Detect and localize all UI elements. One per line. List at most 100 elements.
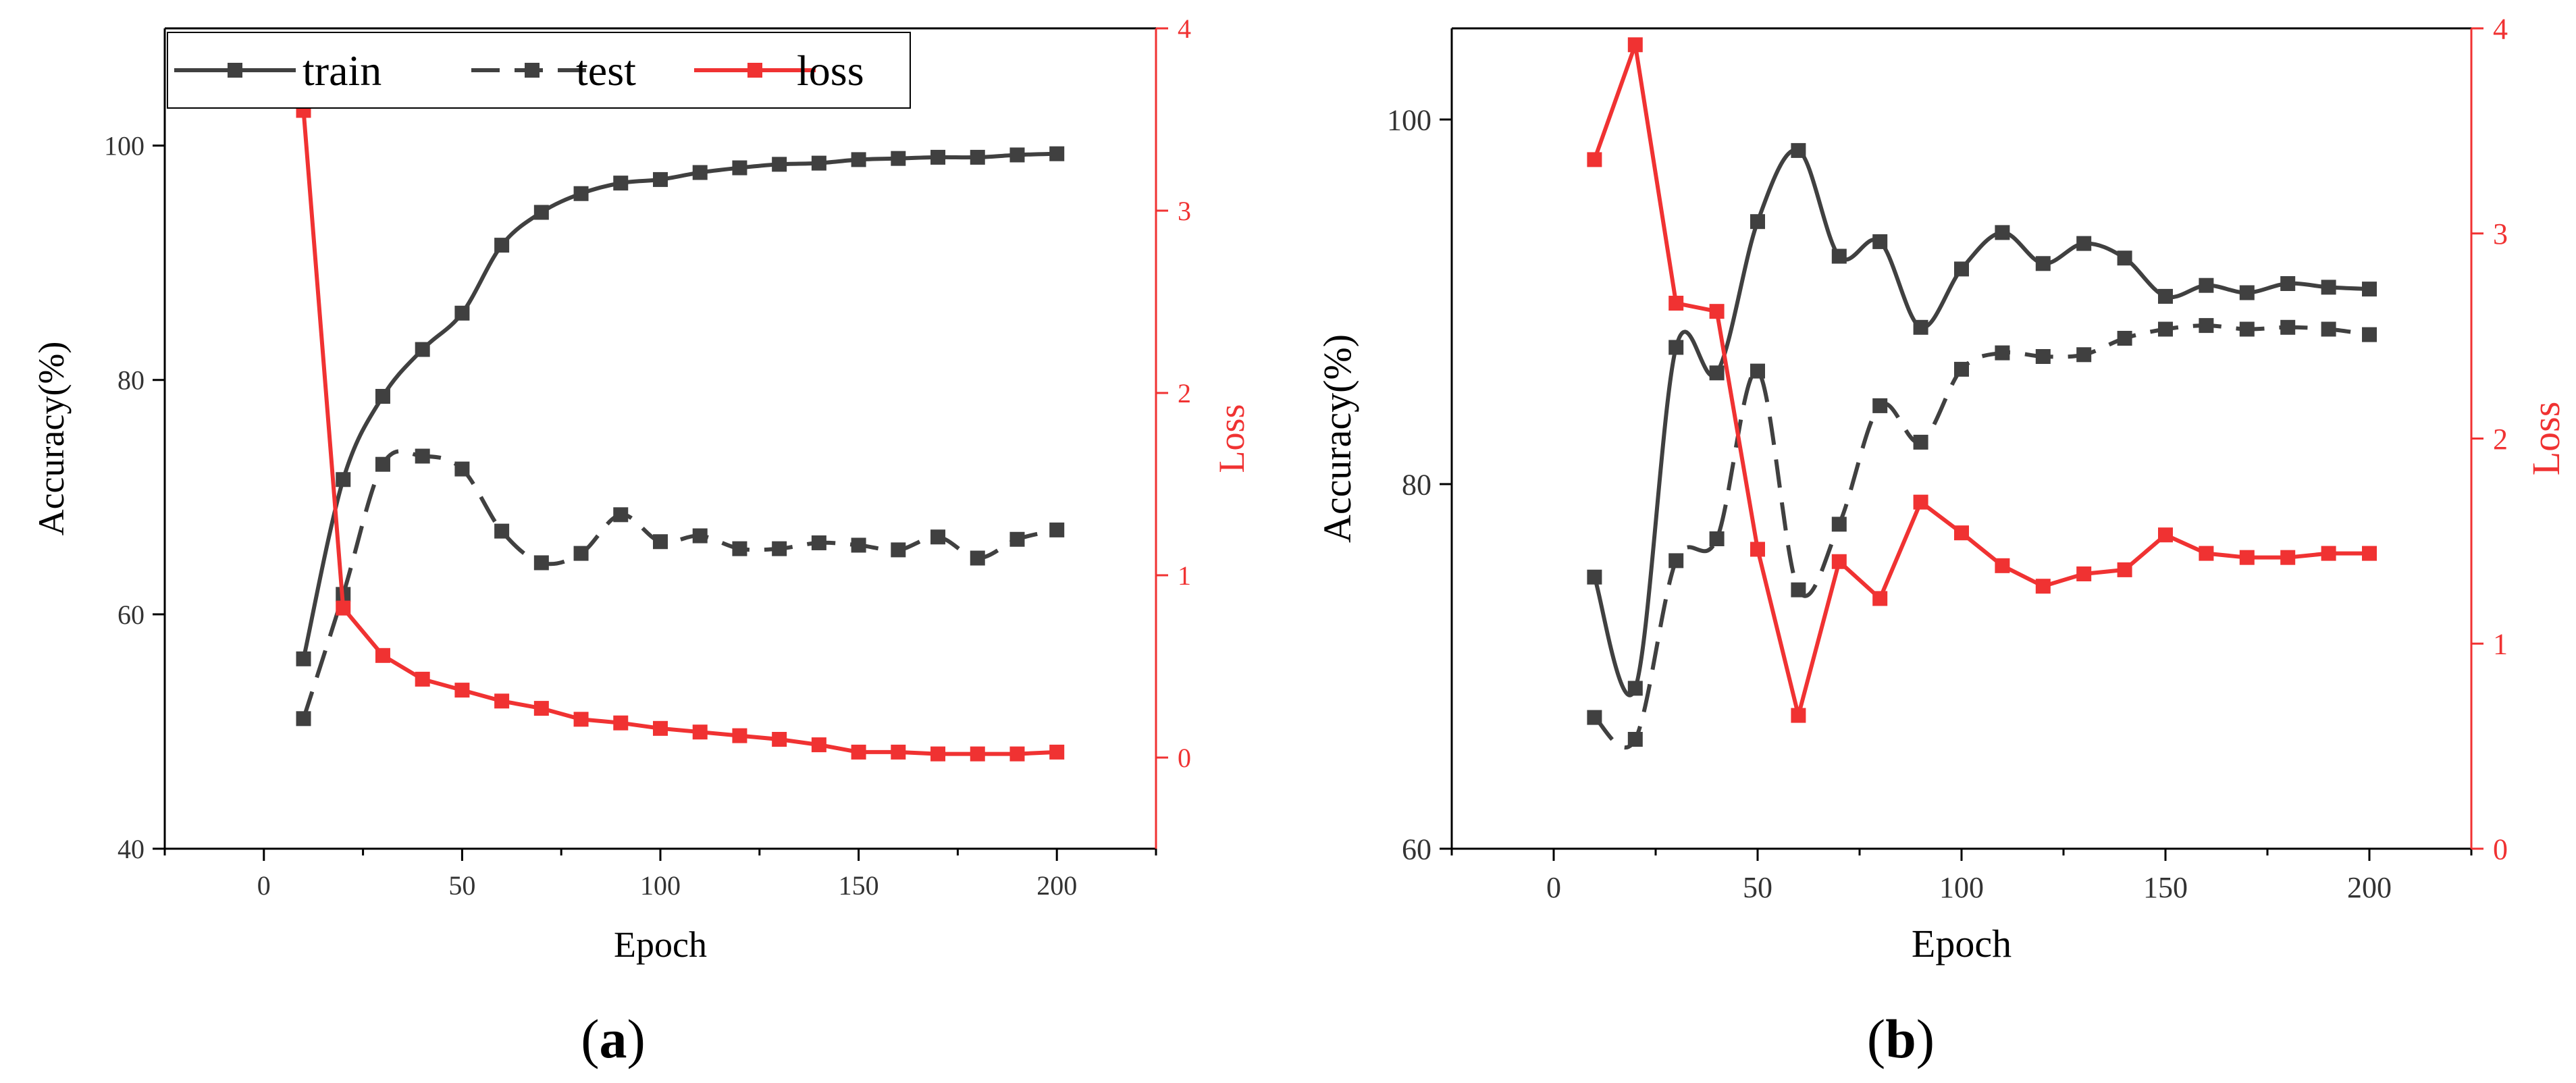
x-tick-label-b-0: 0: [1546, 871, 1561, 904]
point-loss-a-30: [375, 648, 390, 663]
point-test-b-20: [1627, 732, 1643, 747]
legend-marker-train: [228, 63, 242, 78]
point-loss-b-70: [1831, 554, 1847, 569]
series-test-b: [1587, 318, 2377, 750]
point-loss-b-190: [2321, 546, 2336, 561]
point-test-a-80: [573, 546, 589, 561]
point-test-a-90: [613, 507, 629, 523]
series-loss-b: [1587, 37, 2377, 723]
point-train-a-80: [573, 186, 589, 201]
x-tick-label-a-200: 200: [1036, 870, 1077, 901]
point-loss-b-120: [2035, 579, 2051, 594]
point-loss-b-30: [1668, 296, 1684, 311]
point-train-b-80: [1872, 234, 1888, 249]
panel-b: 0 50 100 150 200 60 80 100 0 1 2 3 4 Epoch Accuracy(%)…: [1315, 12, 2568, 966]
x-tick-label-b-50: 50: [1743, 871, 1772, 904]
series-line-train-a: [301, 151, 1057, 660]
panel-label-b: (b): [1866, 1008, 1935, 1069]
series-loss-a: [296, 103, 1065, 762]
point-test-b-110: [1995, 345, 2010, 361]
point-test-b-40: [1709, 531, 1725, 546]
point-loss-b-200: [2362, 546, 2377, 561]
y2-tick-label-a-2: 2: [1178, 378, 1191, 408]
x-tick-label-a-100: 100: [640, 870, 681, 901]
point-loss-b-10: [1587, 152, 1602, 167]
y-tick-label-a-40: 40: [117, 834, 144, 864]
point-test-b-170: [2239, 321, 2255, 337]
point-train-b-70: [1831, 248, 1847, 264]
point-train-b-180: [2280, 276, 2296, 291]
y-tick-label-a-100: 100: [104, 131, 144, 161]
point-train-b-120: [2035, 256, 2051, 271]
x-axis-label-a: Epoch: [614, 924, 707, 965]
y-tick-label-b-100: 100: [1387, 103, 1431, 136]
y-tick-label-a-80: 80: [117, 365, 144, 396]
point-loss-b-170: [2239, 550, 2255, 565]
point-train-b-200: [2362, 282, 2377, 297]
panel-a: 0 50 100 150 200 40 60 80 100 0 1 2 3 4 Epoch Accuracy(…: [31, 14, 1252, 965]
y-axis-label-b: Accuracy(%): [1315, 334, 1359, 543]
point-test-b-180: [2280, 319, 2296, 335]
series-line-loss-a: [301, 110, 1057, 756]
series-test-a: [296, 448, 1065, 727]
point-train-b-10: [1587, 569, 1602, 585]
legend-marker-test: [525, 63, 540, 78]
y-tick-label-b-60: 60: [1402, 833, 1431, 866]
point-loss-b-50: [1750, 542, 1765, 557]
point-test-a-60: [494, 523, 510, 539]
series-train-a: [296, 146, 1065, 666]
panel-label-a-letter: a: [599, 1008, 627, 1069]
point-train-b-170: [2239, 285, 2255, 300]
point-test-b-120: [2035, 349, 2051, 364]
point-loss-a-70: [533, 701, 549, 716]
point-loss-b-130: [2076, 566, 2092, 581]
point-test-b-130: [2076, 347, 2092, 363]
point-test-a-120: [732, 541, 747, 556]
point-test-a-70: [533, 555, 549, 571]
point-test-b-50: [1750, 363, 1765, 379]
y2-axis-label-b: Loss: [2524, 402, 2568, 476]
point-train-b-30: [1668, 340, 1684, 355]
point-loss-a-50: [454, 683, 470, 698]
point-test-a-30: [375, 456, 390, 472]
point-test-b-90: [1913, 434, 1928, 450]
point-test-a-140: [811, 535, 826, 550]
point-loss-a-80: [573, 712, 589, 727]
point-train-a-130: [772, 157, 787, 172]
point-test-b-160: [2199, 318, 2214, 334]
point-train-b-60: [1791, 142, 1806, 158]
point-train-a-150: [851, 152, 866, 167]
point-train-a-180: [970, 149, 985, 165]
point-loss-a-130: [772, 732, 787, 747]
point-train-a-10: [296, 651, 311, 666]
point-test-a-50: [454, 461, 470, 477]
point-loss-a-60: [494, 693, 510, 709]
point-loss-b-90: [1913, 494, 1928, 510]
y2-tick-label-b-2: 2: [2493, 423, 2508, 456]
point-train-a-100: [653, 171, 668, 187]
panel-label-a: (a): [581, 1008, 646, 1069]
point-loss-b-100: [1954, 525, 1969, 541]
point-train-a-140: [811, 155, 826, 171]
legend-a: train test loss: [167, 32, 911, 109]
point-train-b-110: [1995, 225, 2010, 240]
point-loss-a-180: [970, 746, 985, 762]
point-loss-b-160: [2199, 546, 2214, 561]
y2-tick-label-b-0: 0: [2493, 833, 2508, 866]
point-loss-b-80: [1872, 591, 1888, 606]
point-loss-b-180: [2280, 550, 2296, 565]
point-loss-a-170: [930, 746, 946, 762]
point-test-b-140: [2117, 331, 2132, 346]
y2-tick-label-a-4: 4: [1178, 14, 1191, 44]
x-tick-label-a-50: 50: [448, 870, 475, 901]
point-train-a-40: [415, 342, 430, 357]
point-train-a-20: [336, 472, 351, 487]
legend-marker-loss: [747, 63, 762, 78]
point-test-a-100: [653, 534, 668, 550]
point-test-b-30: [1668, 553, 1684, 569]
point-loss-a-200: [1049, 744, 1065, 760]
point-train-a-70: [533, 205, 549, 220]
legend-label-train: train: [303, 47, 382, 95]
